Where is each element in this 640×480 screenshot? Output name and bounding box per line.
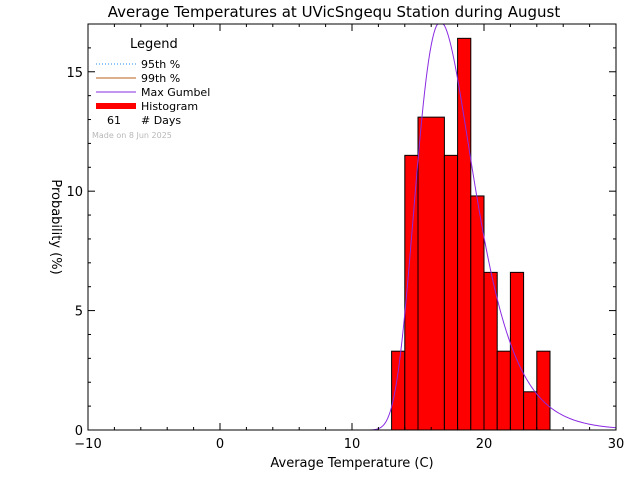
x-axis-label: Average Temperature (C): [270, 456, 433, 471]
x-tick-label: 30: [608, 437, 625, 452]
x-tick-label: 0: [216, 437, 224, 452]
histogram-bar-0: [391, 350, 406, 431]
legend-days-label: # Days: [141, 114, 181, 127]
histogram-bar-10: [536, 350, 551, 431]
y-tick-label: 0: [75, 424, 83, 439]
histogram-bar-2: [417, 116, 445, 431]
legend: Legend 95th % 99th % Max Gumbel Histogra…: [92, 37, 210, 140]
x-tick-label: 20: [476, 437, 493, 452]
legend-label-95th: 95th %: [141, 58, 180, 71]
histogram-bar-8: [509, 271, 525, 431]
histogram-bar-7: [496, 350, 511, 431]
histogram-bars: [391, 37, 551, 431]
y-tick-label: 10: [66, 185, 83, 200]
y-tick-label: 15: [66, 66, 83, 81]
histogram-bar-3: [443, 154, 459, 431]
x-tick-label: 10: [344, 437, 361, 452]
chart-title: Average Temperatures at UVicSngequ Stati…: [108, 3, 561, 21]
y-axis-label: Probability (%): [48, 179, 63, 274]
legend-label-histogram: Histogram: [141, 100, 198, 113]
histogram-bar-9: [523, 391, 538, 431]
histogram-bar-5: [470, 195, 485, 431]
histogram-bar-6: [483, 271, 498, 431]
y-axis-ticks: 0 5 10 15: [66, 47, 616, 439]
legend-days-count: 61: [107, 114, 121, 127]
legend-label-gumbel: Max Gumbel: [141, 86, 210, 99]
legend-label-99th: 99th %: [141, 72, 180, 85]
legend-title: Legend: [130, 37, 178, 52]
x-tick-label: −10: [74, 437, 101, 452]
x-axis-ticks: −10 0 10 20 30: [74, 24, 624, 452]
histogram-bar-4: [457, 37, 472, 431]
y-tick-label: 5: [75, 305, 83, 320]
made-on-note: Made on 8 Jun 2025: [92, 131, 172, 140]
